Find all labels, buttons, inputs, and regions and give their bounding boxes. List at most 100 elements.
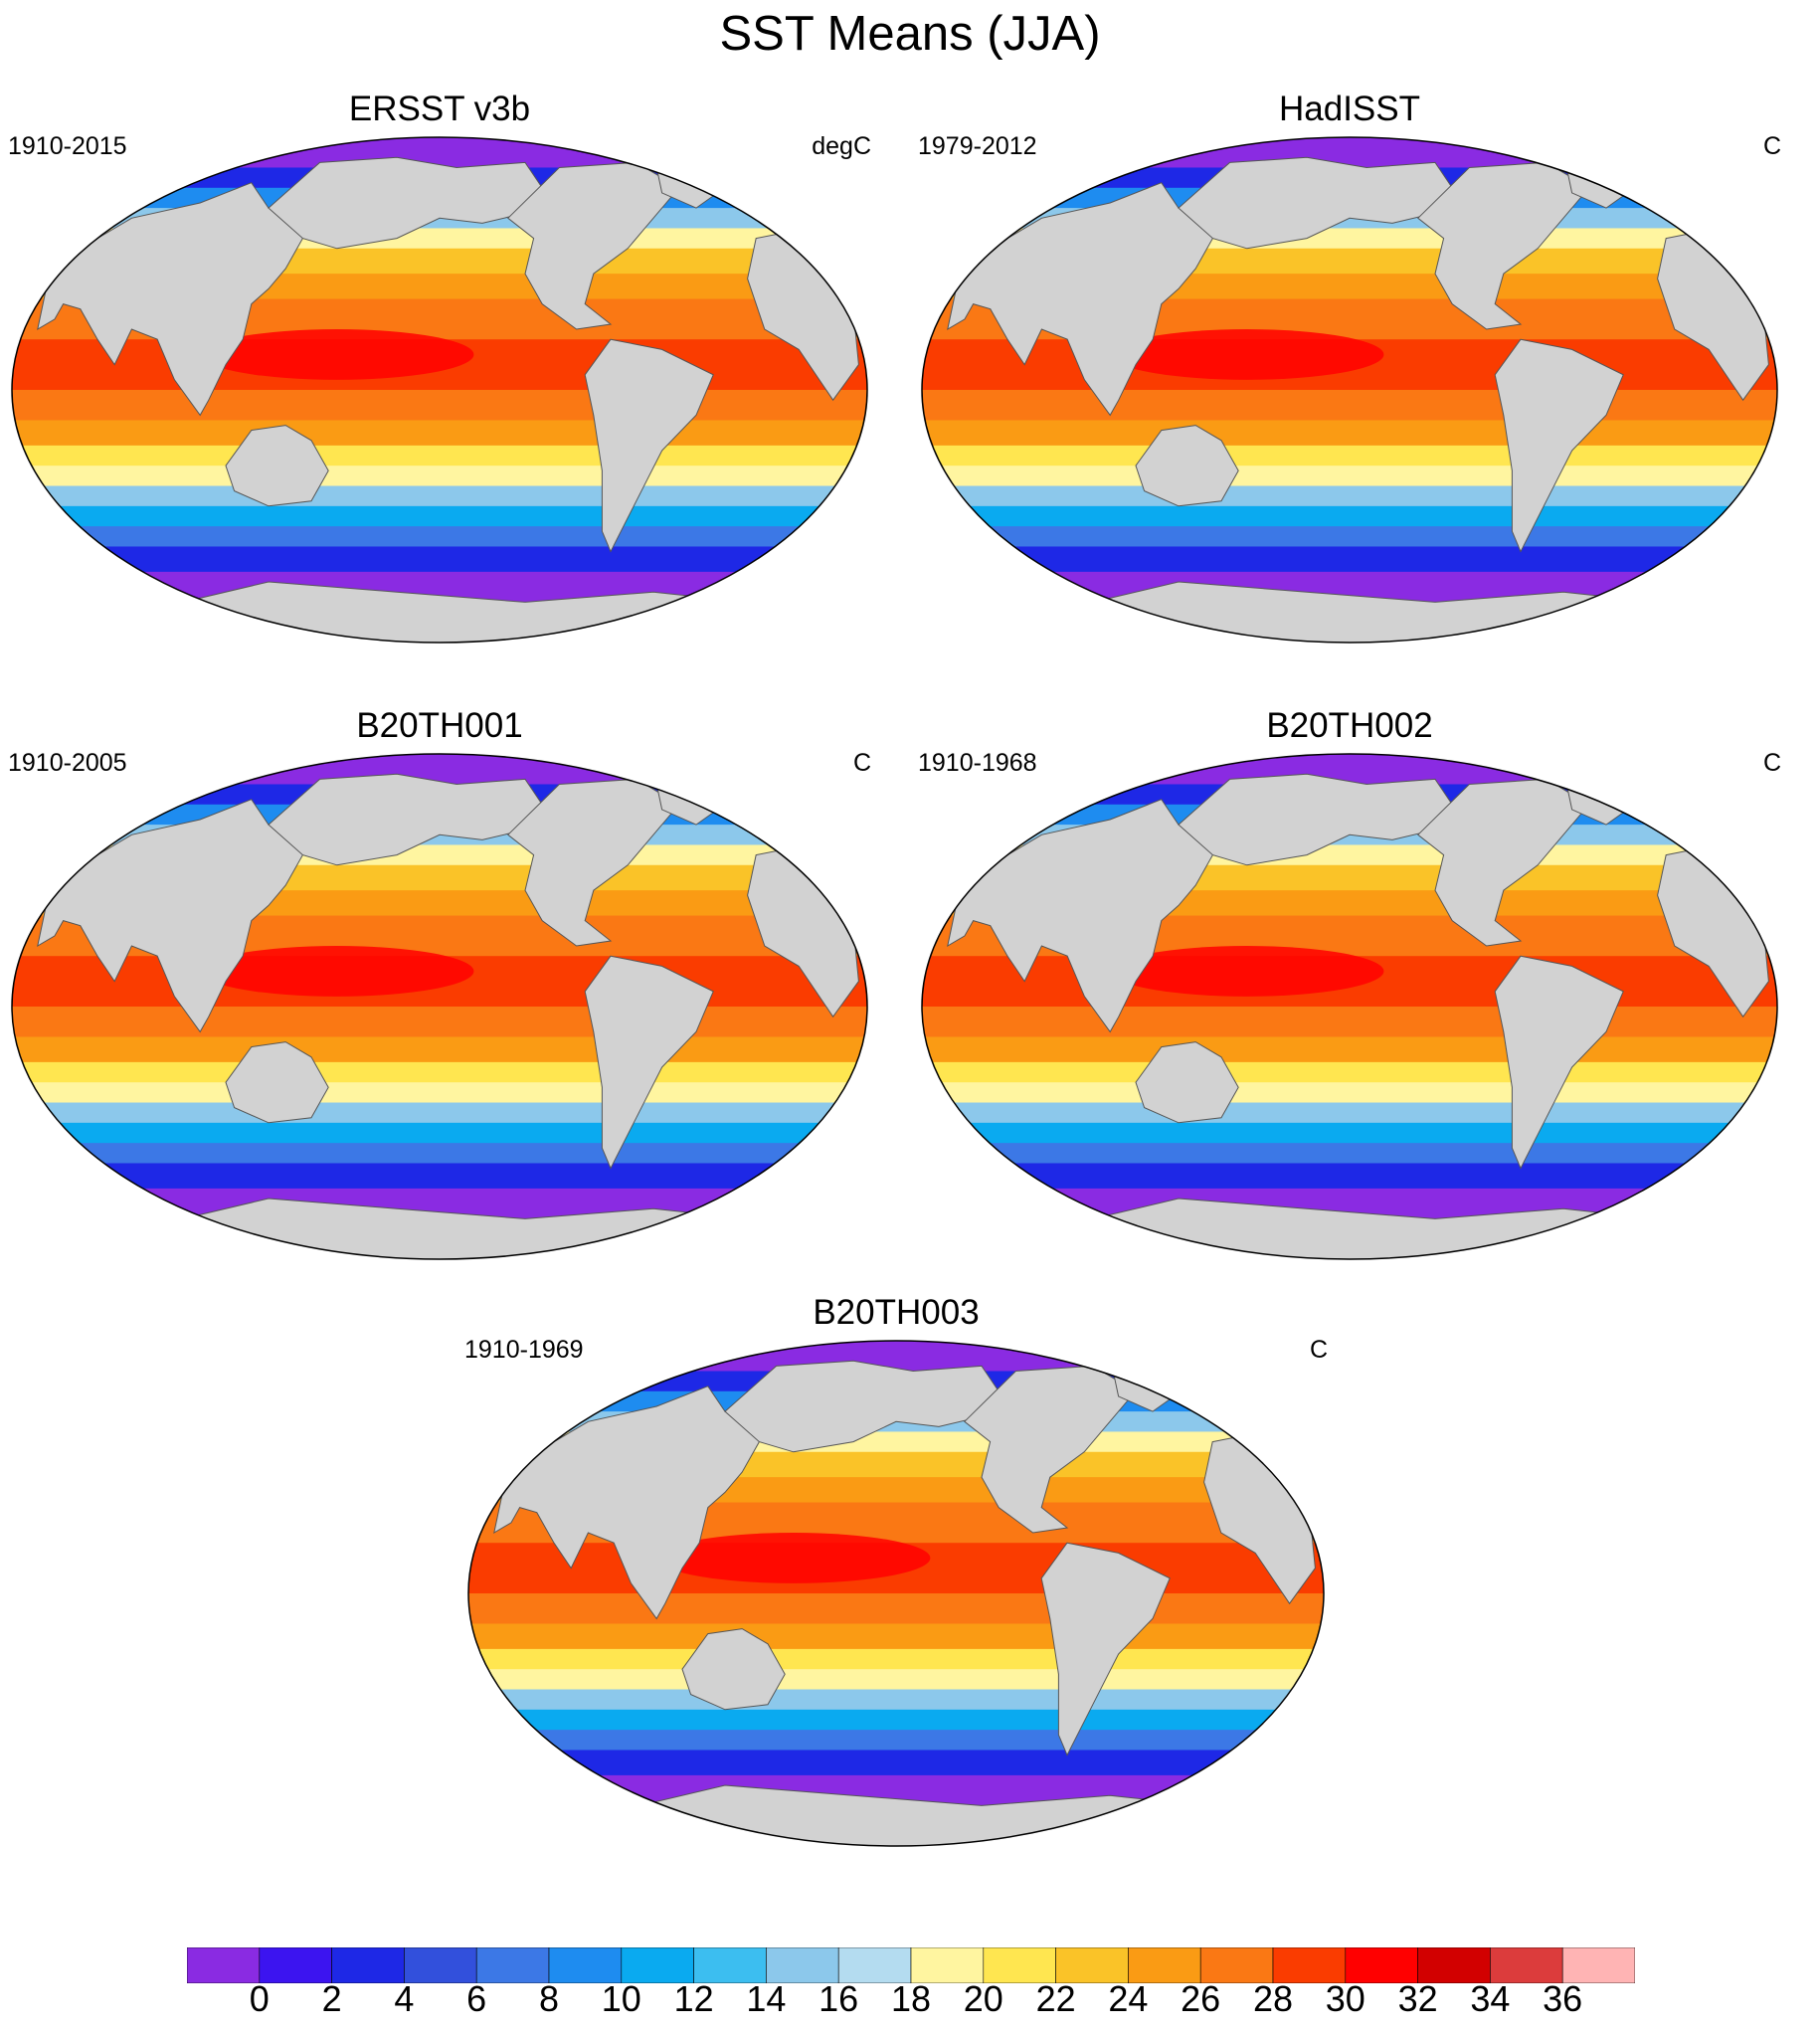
- warm-pool: [1110, 946, 1384, 997]
- land-mass: [1494, 338, 1624, 553]
- temperature-band: [922, 526, 1777, 548]
- colorbar-swatch: [837, 1947, 912, 1983]
- temperature-band: [12, 445, 867, 467]
- panel-title: HadISST: [1279, 90, 1420, 128]
- sst-field: [922, 137, 1777, 643]
- temperature-band: [12, 420, 867, 447]
- colorbar-swatch: [331, 1947, 405, 1983]
- temperature-band: [922, 137, 1777, 169]
- map-border: [921, 136, 1778, 644]
- period-label: 1910-1968: [918, 749, 1037, 777]
- temperature-band: [922, 505, 1777, 528]
- colorbar-tick-label: 4: [394, 1978, 415, 2019]
- map-panel-b20th002: B20TH002 1910-1968 C: [918, 706, 1781, 1263]
- units-label: C: [1762, 749, 1781, 777]
- panel-title: B20TH003: [813, 1293, 980, 1332]
- sst-field: [468, 1341, 1324, 1846]
- period-label: 1910-2015: [8, 132, 127, 160]
- colorbar-swatch: [693, 1947, 767, 1983]
- temperature-band: [922, 1102, 1777, 1124]
- sst-map: [467, 1340, 1325, 1847]
- colorbar-tick-label: 36: [1543, 1978, 1583, 2019]
- sst-field: [922, 754, 1777, 1259]
- colorbar-swatch: [766, 1947, 839, 1983]
- units-label: C: [852, 749, 871, 777]
- colorbar-swatch: [187, 1947, 261, 1983]
- land-mass: [1135, 1041, 1239, 1124]
- colorbar-swatch: [910, 1947, 985, 1983]
- temperature-band: [922, 754, 1777, 786]
- land-mass: [947, 182, 1213, 417]
- colorbar-swatch: [1561, 1947, 1635, 1983]
- warm-pool: [200, 946, 474, 997]
- temperature-band: [12, 485, 867, 507]
- temperature-band: [468, 1669, 1324, 1691]
- land-mass: [1494, 955, 1624, 1170]
- colorbar-tick-label: 20: [963, 1978, 1003, 2019]
- sst-map: [11, 753, 868, 1260]
- colorbar-tick-label: 28: [1252, 1978, 1294, 2019]
- colorbar-swatch: [259, 1947, 332, 1983]
- colorbar-tick-label: 26: [1181, 1978, 1221, 2019]
- temperature-band: [922, 1036, 1777, 1063]
- colorbar-swatch: [621, 1947, 694, 1983]
- colorbar-swatch: [1128, 1947, 1201, 1983]
- temperature-band: [12, 390, 867, 422]
- temperature-band: [922, 445, 1777, 467]
- panel-title: ERSST v3b: [348, 90, 531, 128]
- colorbar-tick-label: 24: [1108, 1978, 1149, 2019]
- units-label: C: [1309, 1336, 1328, 1364]
- temperature-band: [12, 1143, 867, 1165]
- map-border: [467, 1340, 1325, 1847]
- temperature-band: [922, 546, 1777, 573]
- land-mass: [493, 1385, 760, 1620]
- temperature-band: [468, 1648, 1324, 1671]
- colorbar-tick-label: 22: [1035, 1978, 1076, 2019]
- units-label: C: [1762, 132, 1781, 160]
- temperature-band: [12, 1007, 867, 1038]
- colorbar-tick-label: 8: [538, 1978, 560, 2019]
- land-mass: [1040, 1542, 1171, 1756]
- temperature-band: [922, 390, 1777, 422]
- temperature-band: [922, 485, 1777, 507]
- sst-map: [921, 753, 1778, 1260]
- colorbar-tick-label: 2: [321, 1978, 342, 2019]
- sst-field: [12, 754, 867, 1259]
- colorbar-swatch: [1417, 1947, 1491, 1983]
- warm-pool: [200, 329, 474, 380]
- map-panel-b20th003: B20TH003 1910-1969 C: [464, 1293, 1328, 1850]
- warm-pool: [1110, 329, 1384, 380]
- sst-map: [921, 136, 1778, 644]
- land-mass: [584, 955, 714, 1170]
- map-border: [11, 753, 868, 1260]
- colorbar-tick-label: 34: [1470, 1978, 1511, 2019]
- temperature-band: [922, 1007, 1777, 1038]
- sst-map: [11, 136, 868, 644]
- land-mass: [37, 182, 303, 417]
- temperature-band: [922, 1082, 1777, 1104]
- sst-field: [12, 137, 867, 643]
- temperature-band: [468, 1709, 1324, 1732]
- temperature-band: [922, 420, 1777, 447]
- colorbar-tick-label: 30: [1325, 1978, 1365, 2019]
- temperature-band: [12, 546, 867, 573]
- colorbar-tick-label: 10: [601, 1978, 641, 2019]
- period-label: 1910-2005: [8, 749, 127, 777]
- temperature-band: [922, 1143, 1777, 1165]
- map-panel-b20th001: B20TH001 1910-2005 C: [8, 706, 871, 1263]
- colorbar-tick-label: 12: [673, 1978, 714, 2019]
- land-mass: [225, 425, 329, 507]
- temperature-band: [468, 1623, 1324, 1650]
- temperature-band: [12, 505, 867, 528]
- land-mass: [1135, 425, 1239, 507]
- figure-title: SST Means (JJA): [719, 7, 1101, 61]
- temperature-band: [468, 1689, 1324, 1711]
- temperature-band: [922, 1163, 1777, 1190]
- map-panel-ersst: ERSST v3b 1910-2015 degC: [8, 90, 871, 647]
- temperature-band: [12, 1163, 867, 1190]
- temperature-band: [922, 465, 1777, 487]
- temperature-band: [468, 1730, 1324, 1752]
- temperature-band: [12, 526, 867, 548]
- temperature-band: [12, 1102, 867, 1124]
- temperature-band: [12, 1122, 867, 1145]
